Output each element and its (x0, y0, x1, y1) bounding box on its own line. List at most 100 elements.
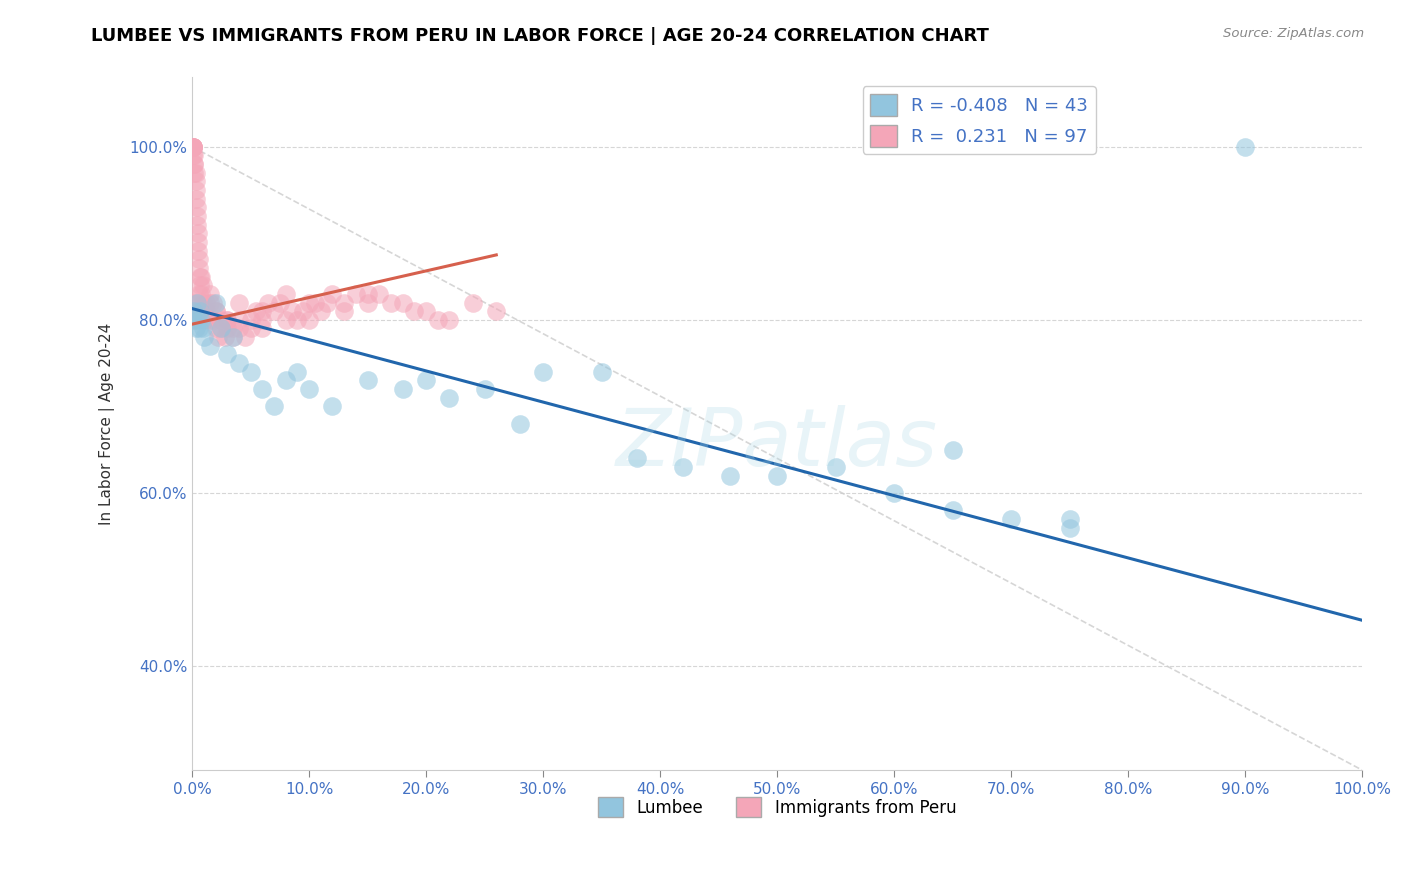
Point (181, 139, 204, 153)
Point (461, 295, 484, 310)
Point (181, 139, 204, 153)
Point (187, 244, 209, 258)
Point (883, 486, 905, 500)
Point (184, 183, 207, 197)
Point (204, 304, 226, 318)
Point (187, 295, 209, 310)
Point (941, 442, 963, 457)
Point (274, 373, 297, 387)
Point (245, 304, 267, 318)
Point (239, 313, 262, 327)
Point (217, 321, 239, 335)
Point (252, 382, 274, 396)
Point (190, 313, 212, 327)
Point (941, 503, 963, 517)
Point (239, 365, 262, 379)
Point (280, 304, 302, 318)
Point (191, 278, 214, 293)
Point (184, 192, 207, 206)
Point (333, 304, 356, 318)
Point (184, 321, 207, 335)
Point (298, 295, 321, 310)
Point (344, 286, 367, 301)
Point (217, 313, 239, 327)
Point (186, 209, 208, 223)
Point (321, 400, 343, 414)
Point (193, 313, 215, 327)
Point (188, 252, 211, 267)
Point (252, 304, 274, 318)
Point (415, 373, 437, 387)
Point (1059, 520, 1081, 534)
Point (195, 304, 218, 318)
Point (193, 304, 215, 318)
Point (195, 295, 218, 310)
Point (183, 157, 205, 171)
Point (204, 304, 226, 318)
Point (191, 321, 214, 335)
Point (204, 295, 226, 310)
Point (193, 330, 215, 344)
Point (269, 295, 291, 310)
Point (181, 313, 204, 327)
Point (190, 304, 212, 318)
Point (187, 235, 209, 249)
Point (186, 295, 208, 310)
Point (188, 321, 211, 335)
Point (209, 321, 232, 335)
Point (184, 166, 207, 180)
Point (1000, 512, 1022, 526)
Point (718, 468, 741, 483)
Point (198, 339, 221, 353)
Point (183, 295, 205, 310)
Point (252, 321, 274, 335)
Point (186, 200, 208, 214)
Point (202, 313, 225, 327)
Point (188, 278, 211, 293)
Point (233, 330, 256, 344)
Point (183, 148, 205, 162)
Point (222, 330, 245, 344)
Point (209, 313, 232, 327)
Point (298, 313, 321, 327)
Text: Source: ZipAtlas.com: Source: ZipAtlas.com (1223, 27, 1364, 40)
Point (228, 313, 250, 327)
Point (207, 330, 229, 344)
Point (228, 356, 250, 370)
Point (485, 304, 508, 318)
Point (193, 313, 215, 327)
Point (188, 286, 211, 301)
Point (309, 304, 332, 318)
Point (228, 321, 250, 335)
Point (187, 313, 209, 327)
Point (626, 451, 648, 466)
Point (439, 391, 461, 405)
Point (404, 304, 426, 318)
Point (228, 295, 250, 310)
Point (415, 304, 437, 318)
Point (356, 295, 378, 310)
Point (181, 139, 204, 153)
Point (824, 460, 846, 475)
Point (274, 313, 297, 327)
Point (766, 468, 789, 483)
Point (252, 313, 274, 327)
Point (188, 304, 211, 318)
Point (181, 139, 204, 153)
Point (591, 365, 613, 379)
Legend: Lumbee, Immigrants from Peru: Lumbee, Immigrants from Peru (591, 790, 963, 824)
Point (298, 382, 321, 396)
Point (333, 295, 356, 310)
Point (531, 365, 554, 379)
Point (672, 460, 695, 475)
Point (368, 286, 391, 301)
Point (184, 174, 207, 188)
Point (214, 330, 236, 344)
Point (380, 295, 402, 310)
Point (190, 269, 212, 284)
Point (1059, 512, 1081, 526)
Text: ZIPatlas: ZIPatlas (616, 406, 938, 483)
Point (217, 313, 239, 327)
Point (222, 330, 245, 344)
Point (287, 313, 309, 327)
